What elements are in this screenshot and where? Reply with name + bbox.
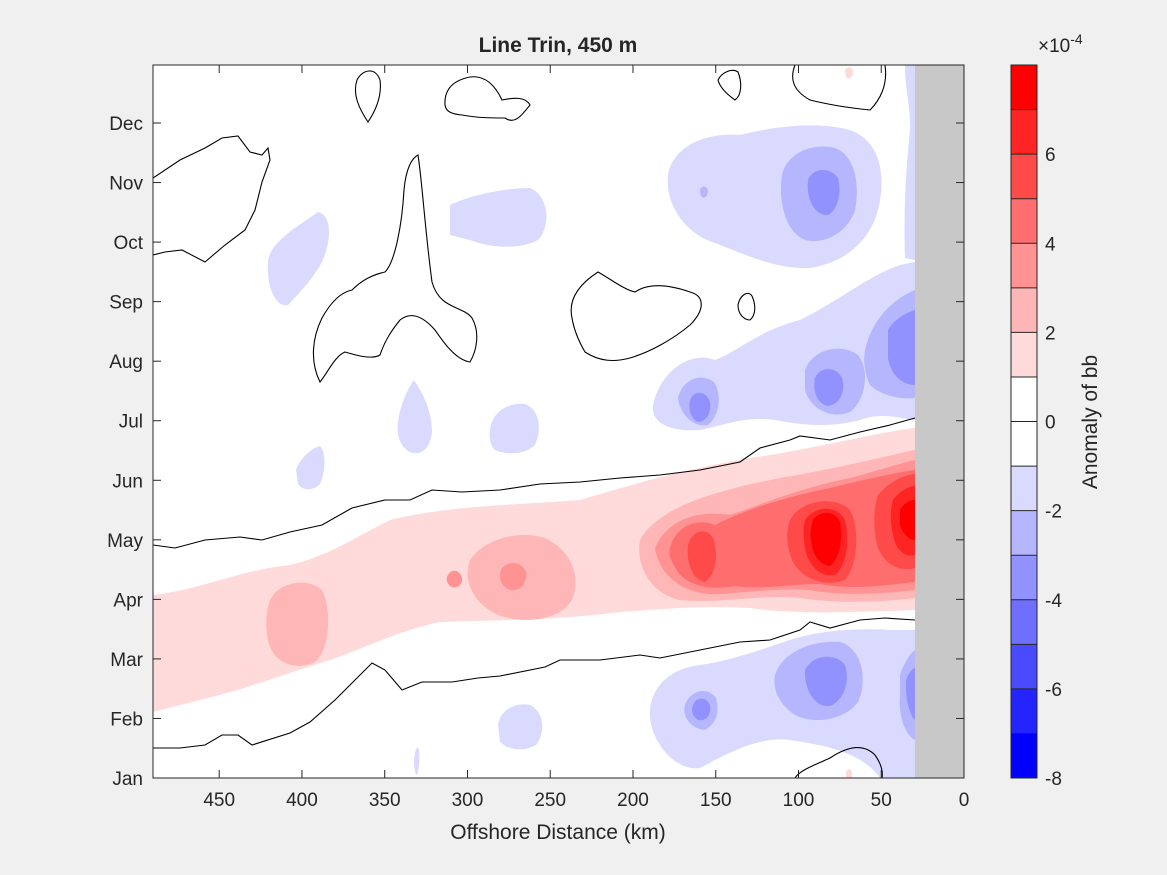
no-data-region <box>915 65 964 778</box>
positive-blob-level-7-b <box>900 500 915 540</box>
positive-blob-level-2-a <box>266 582 329 666</box>
colorbar-tick-label: -4 <box>1045 591 1062 612</box>
y-tick-label: Dec <box>109 114 143 135</box>
x-axis-label: Offshore Distance (km) <box>450 821 666 844</box>
x-tick-label: 200 <box>617 790 649 811</box>
colorbar <box>1011 65 1037 779</box>
positive-blob-level-7-a <box>810 512 842 566</box>
negative-spot-oct-center <box>450 188 547 247</box>
y-tick-label: Aug <box>109 352 143 373</box>
colorbar-tick-label: 2 <box>1045 323 1056 344</box>
x-tick-label: 100 <box>783 790 815 811</box>
colorbar-level <box>1011 198 1037 244</box>
positive-blob-level-3-a <box>500 563 527 591</box>
positive-blob-level-3-b <box>446 570 463 588</box>
negative-region-nov-spot <box>700 186 708 198</box>
colorbar-exponent-base: ×10 <box>1038 36 1070 57</box>
colorbar-exponent: ×10-4 <box>1038 31 1083 57</box>
colorbar-tick-label: 0 <box>1045 413 1056 434</box>
y-tick-label: Sep <box>109 293 143 314</box>
y-tick-label: Apr <box>113 590 143 611</box>
colorbar-tick-label: -8 <box>1045 769 1062 790</box>
negative-region-mar-level-3-c <box>905 668 915 720</box>
colorbar-level <box>1011 555 1037 600</box>
colorbar-level <box>1011 287 1037 333</box>
x-tick-label: 450 <box>203 790 235 811</box>
colorbar-level <box>1011 154 1037 199</box>
colorbar-level <box>1011 332 1037 377</box>
colorbar-level <box>1011 733 1037 778</box>
x-tick-label: 150 <box>700 790 732 811</box>
colorbar-ticks: -8 -6 -4 -2 0 2 4 6 <box>1045 145 1062 790</box>
colorbar-level <box>1011 421 1037 467</box>
positive-blob-level-5-a <box>687 531 716 582</box>
plot-frame <box>152 64 965 779</box>
zero-contour-dec-center-a <box>354 70 381 123</box>
zero-contour-lower-band <box>153 617 916 749</box>
zero-contour-sep-center <box>570 271 702 362</box>
negative-spot-jan <box>414 747 420 775</box>
negative-region-aug-level-3-c <box>888 310 915 385</box>
colorbar-level <box>1011 65 1037 110</box>
chart-title: Line Trin, 450 m <box>479 34 638 57</box>
y-tick-label: Jul <box>119 412 143 433</box>
negative-spot-oct <box>267 212 330 306</box>
negative-region-nov-level-3 <box>807 169 840 216</box>
zero-contour-jan-right <box>794 747 883 778</box>
x-tick-label: 300 <box>452 790 484 811</box>
zero-contour-dec-right-b <box>792 65 887 111</box>
colorbar-level <box>1011 644 1037 689</box>
x-tick-label: 350 <box>369 790 401 811</box>
zero-contour-upper-band <box>153 417 916 549</box>
negative-region-aug-level-3-b <box>814 369 844 406</box>
x-tick-label: 250 <box>534 790 566 811</box>
negative-spot-jul-a <box>397 380 432 454</box>
colorbar-level <box>1011 243 1037 288</box>
colorbar-level <box>1011 466 1037 511</box>
colorbar-tick-label: 6 <box>1045 145 1056 166</box>
colorbar-tick-label: -2 <box>1045 502 1062 523</box>
colorbar-level <box>1011 688 1037 734</box>
zero-contour-lines <box>153 65 916 778</box>
zero-contour-dec-center-b <box>444 76 531 121</box>
y-tick-label: May <box>107 531 143 552</box>
colorbar-level <box>1011 109 1037 155</box>
x-tick-label: 50 <box>871 790 892 811</box>
colorbar-label: Anomaly of bb <box>1079 355 1102 489</box>
colorbar-tick-label: -6 <box>1045 680 1062 701</box>
x-tick-label: 0 <box>959 790 970 811</box>
y-tick-label: Mar <box>110 650 143 671</box>
y-tick-label: Oct <box>113 233 143 254</box>
x-axis: 450 400 350 300 250 200 150 100 50 0 <box>203 65 969 811</box>
negative-spot-feb <box>498 704 543 750</box>
colorbar-exponent-power: -4 <box>1070 31 1083 47</box>
colorbar-level <box>1011 510 1037 556</box>
negative-region-mar-level-3-b <box>804 656 847 707</box>
positive-spot-top <box>845 67 853 79</box>
positive-spot-bottom <box>846 769 852 778</box>
x-tick-label: 400 <box>286 790 318 811</box>
colorbar-tick-label: 4 <box>1045 234 1056 255</box>
negative-spot-jun <box>296 446 325 490</box>
colorbar-level <box>1011 599 1037 645</box>
y-tick-label: Nov <box>109 174 143 195</box>
colorbar-frame <box>1010 64 1038 779</box>
negative-region-aug-level-3-a <box>689 392 711 422</box>
negative-spot-jul-b <box>489 403 539 454</box>
filled-contours <box>153 65 915 778</box>
zero-contour-sep-small <box>737 292 756 321</box>
y-axis: Jan Feb Mar Apr May Jun Jul Aug Sep Oct Nov Dec <box>107 114 964 790</box>
negative-region-top-strip <box>904 65 915 260</box>
colorbar-level <box>1011 376 1037 422</box>
zero-contour-dec-left <box>153 135 271 263</box>
zero-contour-sep-tongue <box>312 154 478 384</box>
y-tick-label: Jan <box>112 769 143 790</box>
y-tick-label: Jun <box>112 471 143 492</box>
negative-region-mar-level-3-a <box>692 698 711 721</box>
zero-contour-dec-right-a <box>717 69 742 101</box>
y-tick-label: Feb <box>110 709 143 730</box>
